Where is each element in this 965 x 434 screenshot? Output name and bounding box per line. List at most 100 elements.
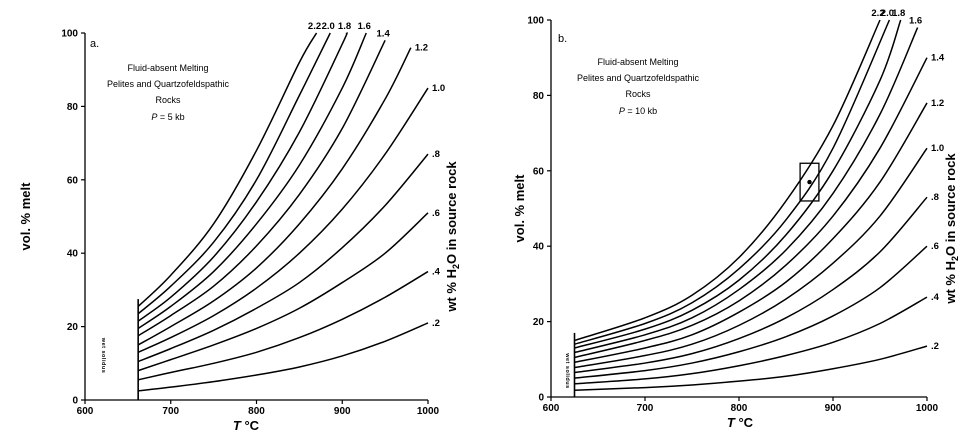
y-tick-label: 100 [61, 29, 78, 40]
melt-curve-1p6 [137, 32, 367, 330]
right-axis-label-part: wt % H [943, 261, 958, 305]
melt-curve-2p2 [137, 32, 318, 307]
curve-label: .4 [432, 267, 441, 278]
x-tick-label: 800 [731, 403, 748, 414]
x-tick-label: 900 [825, 403, 842, 414]
curve-label: .2 [931, 341, 939, 352]
y-tick-label: 80 [67, 102, 79, 113]
y-axis-title: vol. % melt [18, 182, 33, 251]
curve-label: 1.2 [415, 43, 428, 54]
sample-box [799, 162, 820, 202]
right-axis-label: wt % H2O in source rock [943, 153, 960, 305]
melt-curve-2p0 [137, 32, 331, 315]
curve-label: 2.2 [871, 8, 884, 19]
y-axis-title: vol. % melt [512, 174, 527, 243]
curve-label: 2.0 [881, 8, 894, 19]
annotation-line: Pelites and Quartzofeldspathic [107, 79, 230, 89]
right-axis-label: wt % H2O in source rock [444, 161, 461, 313]
melt-curve-1p2 [137, 47, 412, 346]
annotation-pressure-symbol: P [151, 112, 157, 122]
curve-label: .8 [432, 149, 440, 160]
annotation-line: Rocks [625, 89, 651, 99]
y-tick-label: 0 [538, 393, 544, 404]
x-tick-label: 900 [334, 406, 351, 417]
annotation-line: P = 10 kb [619, 106, 657, 116]
x-tick-label: 700 [637, 403, 654, 414]
x-axis-title-symbol: T [233, 418, 242, 433]
chart-panel-b: 600 700 800 900 1000 0 20 40 60 80 100 vol. % melt T… [512, 8, 960, 430]
y-tick-label: 0 [72, 396, 78, 407]
melt-curve-p6 [137, 212, 429, 372]
melt-curve-p8 [137, 153, 429, 363]
melt-curve-2p2 [574, 19, 881, 342]
x-tick-label: 800 [248, 406, 265, 417]
melt-curve-p4 [574, 296, 928, 385]
curve-label: .6 [432, 208, 440, 219]
y-tick-label: 60 [67, 175, 79, 186]
curve-label: 1.8 [892, 8, 905, 19]
annotation-line: Fluid-absent Melting [597, 57, 678, 67]
curve-label: 1.4 [377, 28, 391, 39]
melt-curve-1p8 [137, 32, 348, 322]
melt-curve-1p6 [574, 27, 919, 354]
y-tick-label: 80 [533, 91, 545, 102]
y-tick-label: 40 [533, 242, 545, 253]
curve-label: .2 [432, 318, 440, 329]
annotation-line: Pelites and Quartzofeldspathic [577, 73, 700, 83]
melt-curve-2p0 [574, 19, 891, 345]
x-axis-title: T °C [233, 418, 260, 433]
melt-curve-1p0 [137, 87, 429, 353]
melt-curve-1p2 [574, 102, 928, 364]
annotation-line: P = 5 kb [151, 112, 184, 122]
panel-letter: a. [90, 38, 99, 50]
melt-curve-p4 [137, 270, 429, 381]
x-axis-title-unit: °C [241, 418, 260, 433]
annotation-line: Rocks [155, 95, 181, 105]
curve-label: 1.6 [358, 21, 371, 32]
annotation-pressure-value: = 5 kb [157, 112, 184, 122]
wet-solidus-label: wet solidus [564, 352, 570, 388]
melt-curve-p2 [574, 345, 928, 391]
annotation-line: Fluid-absent Melting [127, 63, 208, 73]
right-axis-label-part: wt % H [444, 269, 459, 313]
melt-curve-p6 [574, 245, 928, 379]
y-tick-label: 20 [533, 317, 545, 328]
curve-label: 1.4 [931, 53, 945, 64]
right-axis-label-part: 2 [451, 264, 461, 269]
y-tick-label: 20 [67, 322, 79, 333]
y-tick-label: 60 [533, 166, 545, 177]
sample-point [807, 179, 812, 185]
annotation-pressure-symbol: P [619, 106, 625, 116]
right-axis-label-part: O in source rock [444, 161, 459, 264]
melt-curve-1p4 [574, 57, 928, 359]
melt-curve-1p4 [137, 40, 386, 337]
x-tick-label: 600 [77, 406, 94, 417]
curve-label: .4 [931, 292, 940, 303]
y-tick-label: 100 [527, 16, 544, 27]
x-tick-label: 1000 [417, 406, 440, 417]
curve-label: 1.0 [432, 83, 445, 94]
x-tick-label: 700 [162, 406, 179, 417]
panel-letter: b. [558, 33, 567, 45]
curve-label: .8 [931, 192, 939, 203]
curve-label: 1.8 [338, 21, 351, 32]
annotation-pressure-value: = 10 kb [625, 106, 657, 116]
x-axis-title-symbol: T [727, 415, 736, 430]
right-axis-label-part: O in source rock [943, 153, 958, 256]
x-tick-label: 600 [543, 403, 560, 414]
curve-label: 2.2 [308, 21, 321, 32]
wet-solidus-label: wet solidus [100, 337, 106, 373]
y-tick-label: 40 [67, 249, 79, 260]
x-tick-label: 1000 [916, 403, 939, 414]
chart-panel-a: 600 700 800 900 1000 0 20 40 60 80 100 vol. % melt T… [18, 21, 461, 433]
x-axis-title-unit: °C [735, 415, 754, 430]
melt-curve-p8 [574, 196, 928, 374]
melt-curve-p2 [138, 322, 429, 392]
melt-curve-1p0 [574, 147, 928, 369]
curve-label: 1.0 [931, 143, 944, 154]
curve-label: 2.0 [322, 21, 335, 32]
melt-curve-1p8 [574, 19, 902, 349]
curve-label: 1.6 [909, 16, 922, 27]
right-axis-label-part: 2 [950, 256, 960, 261]
